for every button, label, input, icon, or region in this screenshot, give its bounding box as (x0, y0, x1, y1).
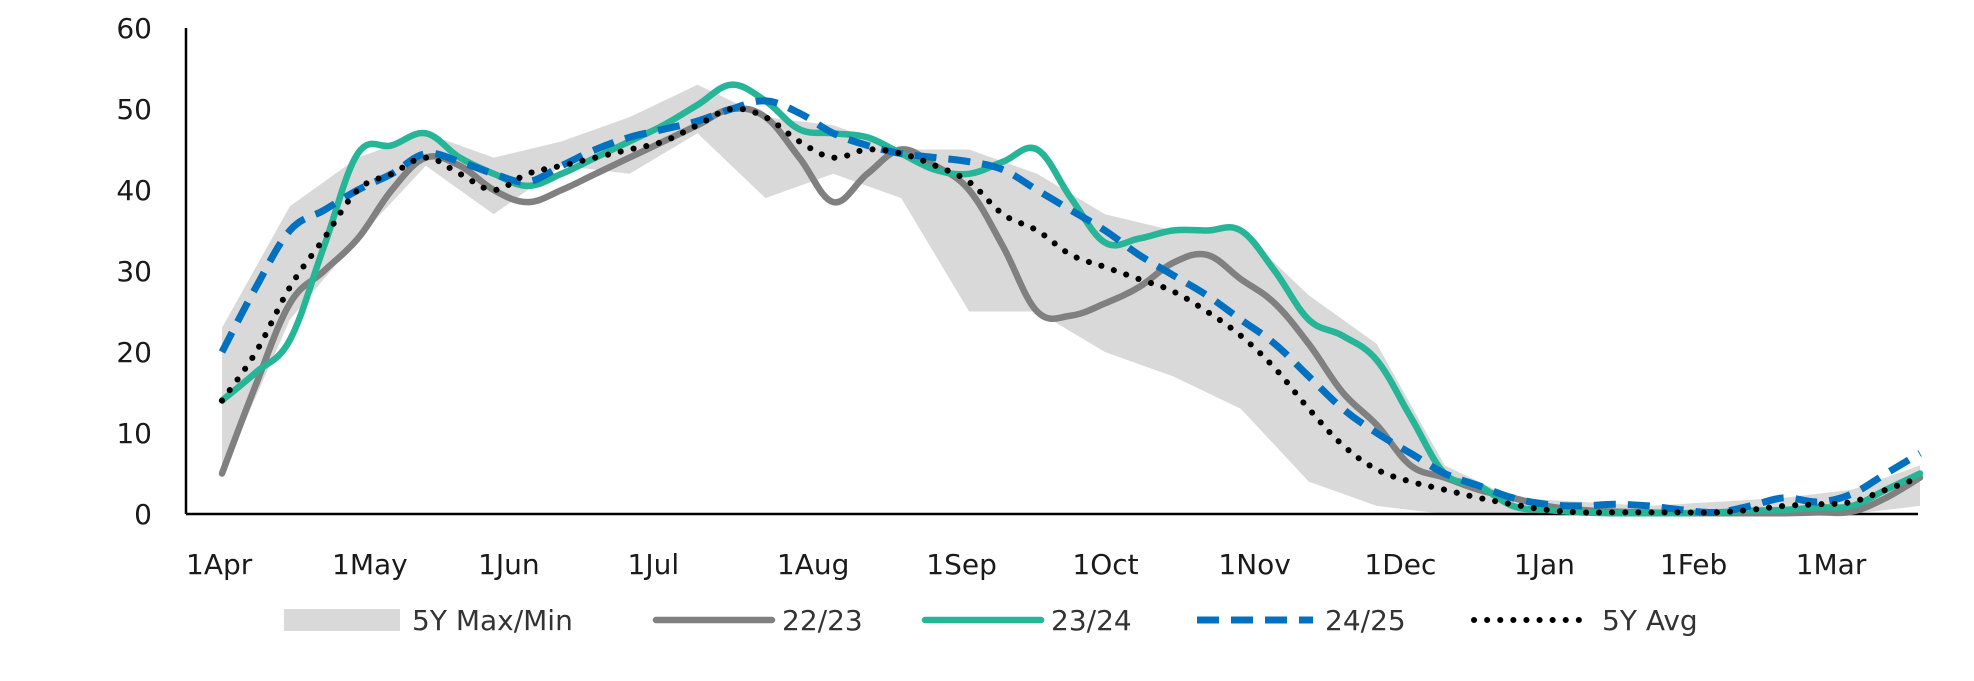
band-layer (222, 84, 1920, 514)
legend-label: 22/23 (782, 604, 863, 637)
y-tick-label: 10 (116, 417, 152, 450)
series-layer (218, 81, 1924, 517)
legend-label: 5Y Max/Min (412, 604, 573, 637)
x-tick-label: 1Sep (926, 548, 997, 581)
legend-label: 5Y Avg (1602, 604, 1698, 637)
x-tick-label: 1Feb (1660, 548, 1727, 581)
x-tick-label: 1May (332, 548, 408, 581)
y-tick-label: 30 (116, 255, 152, 288)
x-tick-label: 1Oct (1072, 548, 1138, 581)
legend-label: 23/24 (1051, 604, 1132, 637)
x-tick-label: 1Jul (628, 548, 680, 581)
x-tick-label: 1Nov (1218, 548, 1290, 581)
legend: 5Y Max/Min 22/23 23/24 24/25 5Y Avg (284, 604, 1698, 637)
x-tick-label: 1Jan (1514, 548, 1575, 581)
y-tick-label: 40 (116, 174, 152, 207)
x-tick-label: 1Dec (1364, 548, 1436, 581)
y-tick-label: 50 (116, 93, 152, 126)
x-tick-label: 1Apr (186, 548, 253, 581)
x-tick-label: 1Jun (478, 548, 540, 581)
y-tick-label: 20 (116, 336, 152, 369)
y-tick-label: 0 (134, 498, 152, 531)
x-tick-label: 1Mar (1796, 548, 1867, 581)
series-line-23-24 (218, 81, 1924, 517)
y-tick-label: 60 (116, 12, 152, 45)
tick-labels: 0 10 20 30 40 50 60 1Apr 1May 1Jun 1Jul 1Aug 1Sep 1Oc… (116, 12, 1866, 581)
band-max-min-area (222, 84, 1920, 514)
legend-label: 24/25 (1325, 604, 1406, 637)
series-line-24-25 (218, 97, 1922, 517)
legend-swatch-band (284, 609, 400, 631)
x-tick-label: 1Aug (777, 548, 850, 581)
series-line-5y-avg (219, 105, 1923, 516)
